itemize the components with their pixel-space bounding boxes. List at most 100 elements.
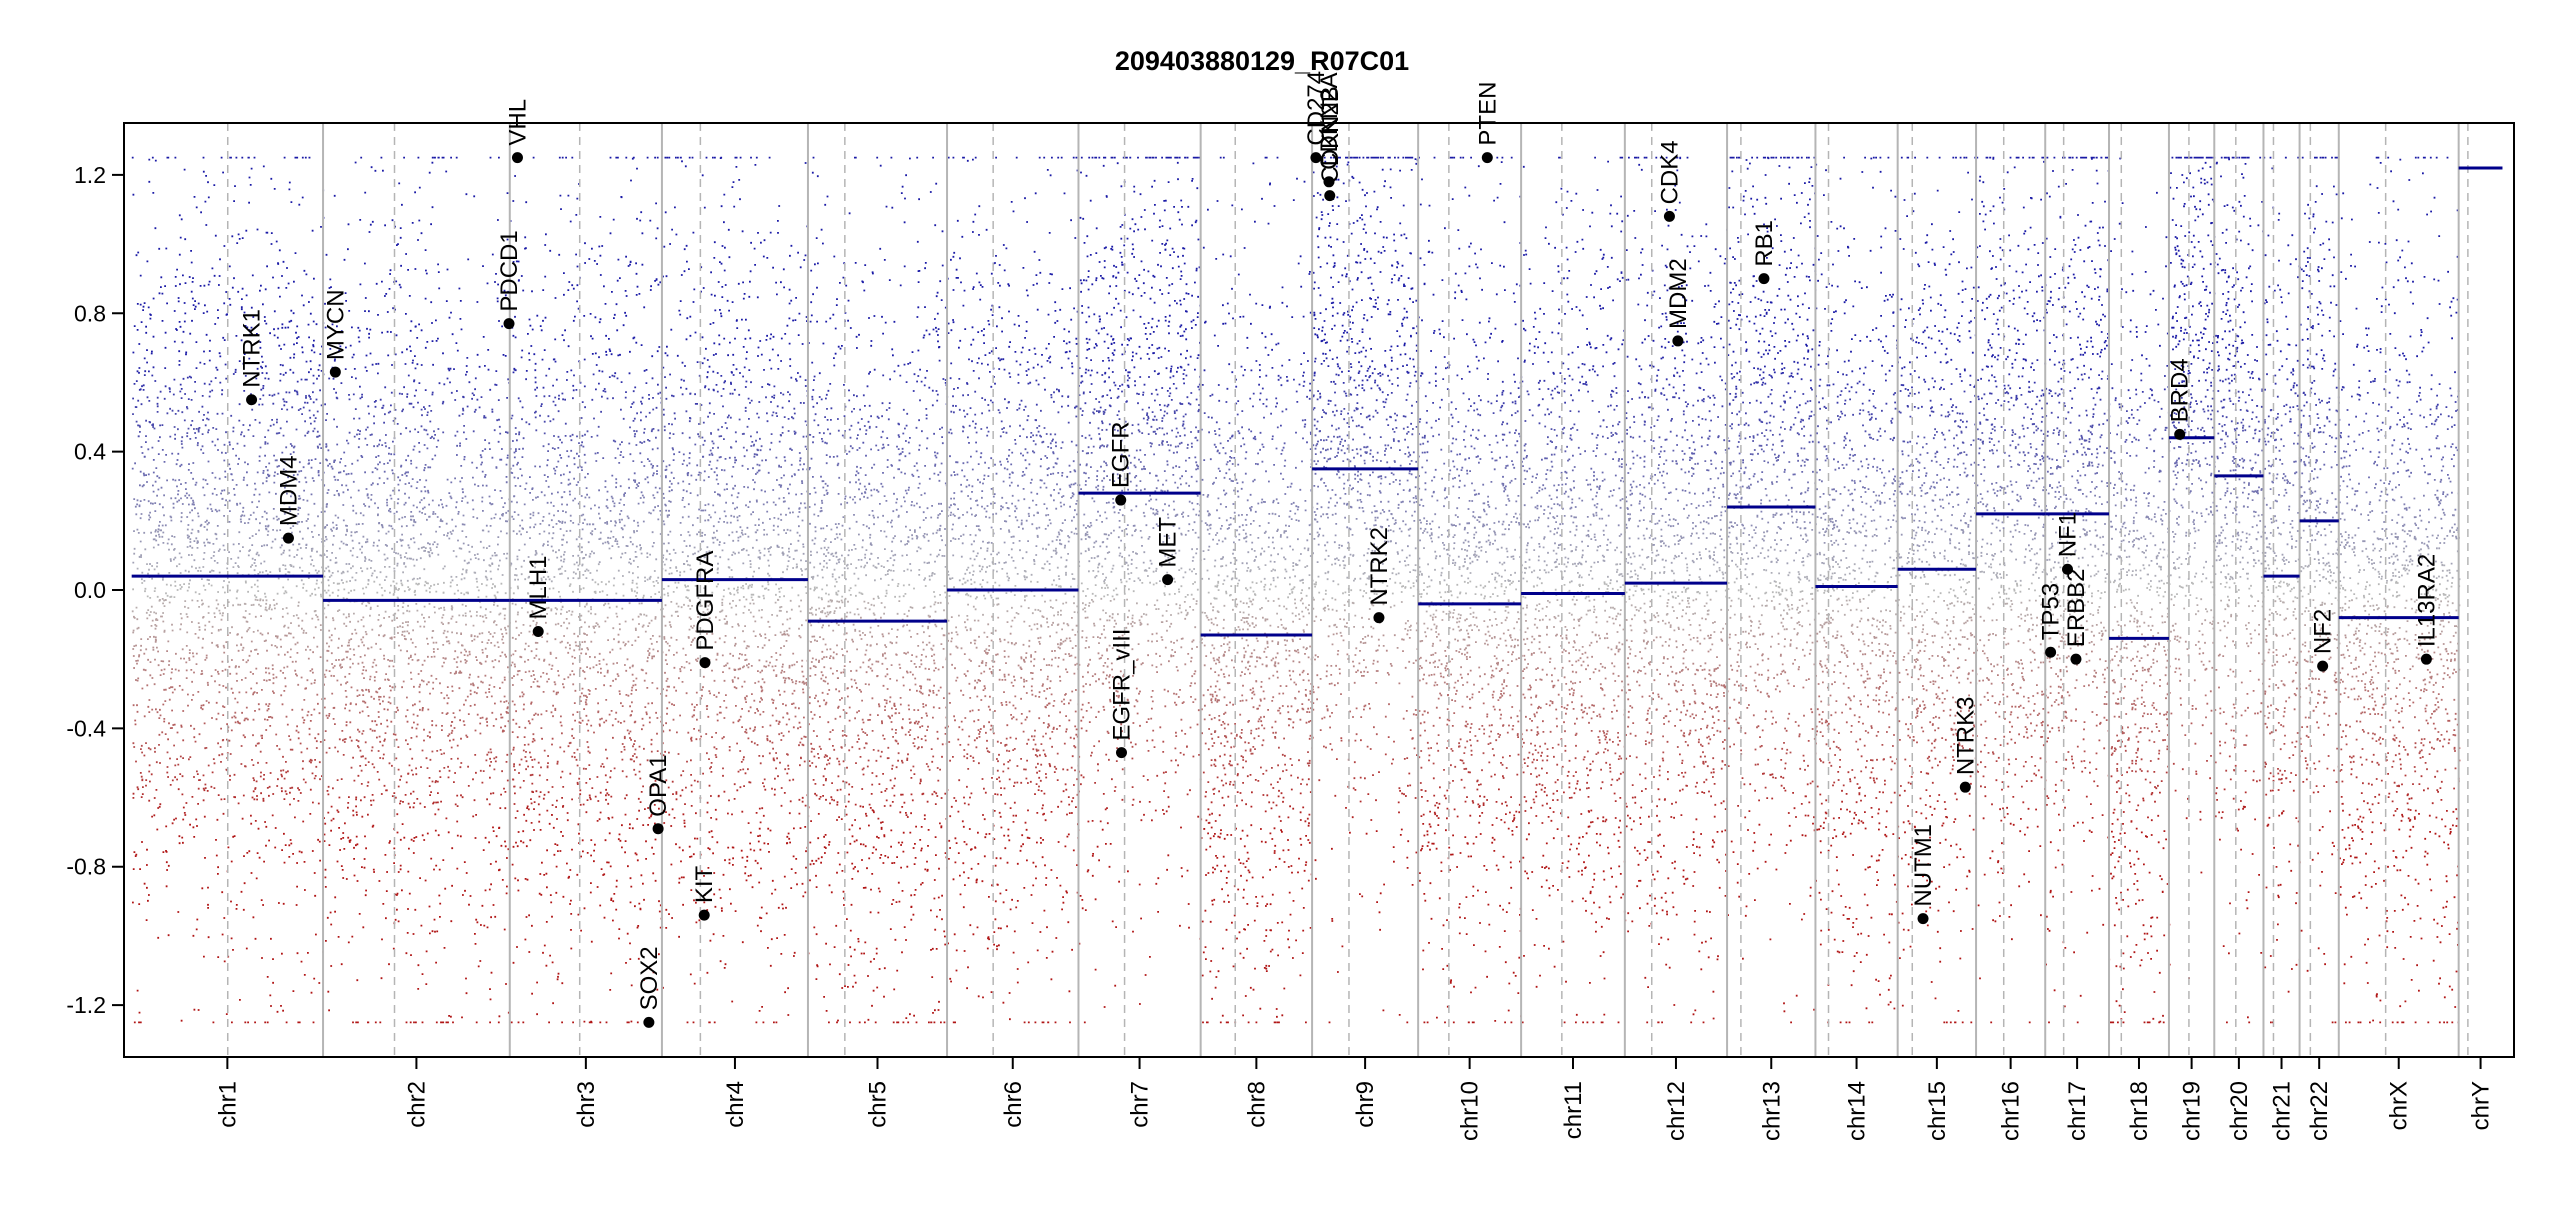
chart-title: 209403880129_R07C01 [1115,46,1409,76]
y-tick-label: 0.4 [74,439,106,465]
gene-label-IL13RA2: IL13RA2 [2413,554,2440,647]
chromosome-borders [226,123,2469,1057]
gene-point-BRD4 [2174,428,2186,440]
gene-point-IL13RA2 [2420,653,2432,665]
gene-label-NF2: NF2 [2310,609,2337,654]
gene-label-NTRK3: NTRK3 [1952,696,1979,775]
probe-points [132,545,2459,565]
gene-label-PTEN: PTEN [1474,82,1501,146]
x-tick-label-chr18: chr18 [2126,1081,2153,1141]
y-tick-label: -1.2 [66,992,106,1018]
gene-label-MLH1: MLH1 [525,555,552,619]
x-tick-label-chr3: chr3 [573,1081,600,1128]
gene-label-BRD4: BRD4 [2167,358,2194,422]
x-tick-label-chr21: chr21 [2269,1081,2296,1141]
segment-lines [131,166,2503,640]
gene-point-NTRK1 [246,394,258,406]
gene-point-OPA1 [652,823,664,835]
probe-points [139,476,2460,496]
gene-label-CDKN2B: CDKN2B [1317,86,1344,183]
gene-label-TP53: TP53 [2038,583,2065,640]
plot-frame [123,122,2515,1058]
gene-label-CDK4: CDK4 [1656,140,1683,204]
gene-point-NTRK3 [1959,781,1971,793]
gene-label-NTRK2: NTRK2 [1366,527,1393,606]
gene-point-MDM4 [282,532,294,544]
gene-point-MYCN [329,366,341,378]
gene-label-MDM4: MDM4 [275,455,302,526]
probe-points [132,580,2461,600]
probe-points [132,649,2458,669]
gene-label-EGFR: EGFR [1108,421,1135,488]
gene-point-CDKN2B [1324,190,1336,202]
gene-point-MET [1162,574,1174,586]
x-tick-label-chr11: chr11 [1560,1081,1587,1139]
gene-point-MLH1 [532,626,544,638]
x-tick-label-chr2: chr2 [403,1081,430,1128]
gene-label-ERBB2: ERBB2 [2063,568,2090,647]
gene-label-NTRK1: NTRK1 [239,309,266,388]
x-tick-label-chr17: chr17 [2064,1081,2091,1141]
gene-label-SOX2: SOX2 [636,946,663,1010]
y-tick-label: -0.8 [66,854,106,880]
probe-points [131,597,2461,617]
probe-points [135,511,2459,531]
y-tick-label: 0.8 [74,300,106,326]
probe-points [132,615,2460,635]
gene-label-NF1: NF1 [2055,512,2082,557]
x-tick-label-chr10: chr10 [1457,1081,1484,1141]
gene-point-TP53 [2045,646,2057,658]
y-tick-label: 1.2 [74,162,106,188]
gene-label-RB1: RB1 [1751,220,1778,267]
x-tick-label-chr8: chr8 [1243,1081,1270,1128]
x-tick-label-chr6: chr6 [1000,1081,1027,1128]
probe-points [133,528,2460,548]
gene-point-NF2 [2317,660,2329,672]
probe-points [136,563,2461,583]
probe-points [140,442,2459,462]
x-tick-label-chrY: chrY [2468,1081,2495,1130]
gene-point-MDM2 [1672,335,1684,347]
y-tick-label: 0.0 [74,577,106,603]
probe-points [133,666,2461,686]
gene-point-NTRK2 [1373,612,1385,624]
probe-points [132,701,2457,721]
probe-points [132,390,2460,410]
gene-point-NUTM1 [1917,913,1929,925]
gene-point-CD274 [1310,152,1322,164]
gene-point-PTEN [1481,152,1493,164]
gene-point-EGFR [1115,494,1127,506]
gene-label-MET: MET [1155,517,1182,568]
gene-label-MYCN: MYCN [322,289,349,360]
x-tick-label-chr20: chr20 [2226,1081,2253,1141]
probe-points [132,407,2459,427]
probe-points [132,788,2443,808]
probe-points [133,494,2457,514]
x-tick-label-chr13: chr13 [1758,1081,1785,1141]
x-axis: chr1 chr2 chr3 chr4 chr5 chr6 chr7 chr8 chr9 chr1… [214,1057,2495,1141]
gene-label-CDKN2A: CDKN2A [1316,72,1343,169]
probe-points [137,424,2453,444]
probe-points [136,770,2460,790]
x-tick-label-chr19: chr19 [2179,1081,2206,1141]
gene-point-NF1 [2062,563,2074,575]
gene-point-ERBB2 [2070,653,2082,665]
x-tick-label-chr12: chr12 [1663,1081,1690,1141]
gene-point-CDKN2A [1323,176,1335,188]
x-tick-label-chr7: chr7 [1127,1081,1154,1128]
probe-points [151,805,2458,825]
gene-label-PDGFRA: PDGFRA [692,551,719,651]
x-tick-label-chr14: chr14 [1844,1081,1871,1141]
gene-point-PDGFRA [699,657,711,669]
gene-label-KIT: KIT [691,865,718,903]
gene-point-EGFR_vIII [1115,747,1127,759]
x-tick-label-chr15: chr15 [1924,1081,1951,1141]
gene-point-RB1 [1758,273,1770,285]
probe-points [132,822,2460,1024]
probe-points [132,736,2461,756]
y-axis: -1.2 -0.8 -0.4 0.0 0.4 0.8 1.2 [66,162,124,1018]
gene-point-CDK4 [1663,210,1675,222]
x-tick-label-chr4: chr4 [722,1081,749,1128]
gene-label-NUTM1: NUTM1 [1910,824,1937,907]
x-tick-label-chr22: chr22 [2306,1081,2333,1141]
